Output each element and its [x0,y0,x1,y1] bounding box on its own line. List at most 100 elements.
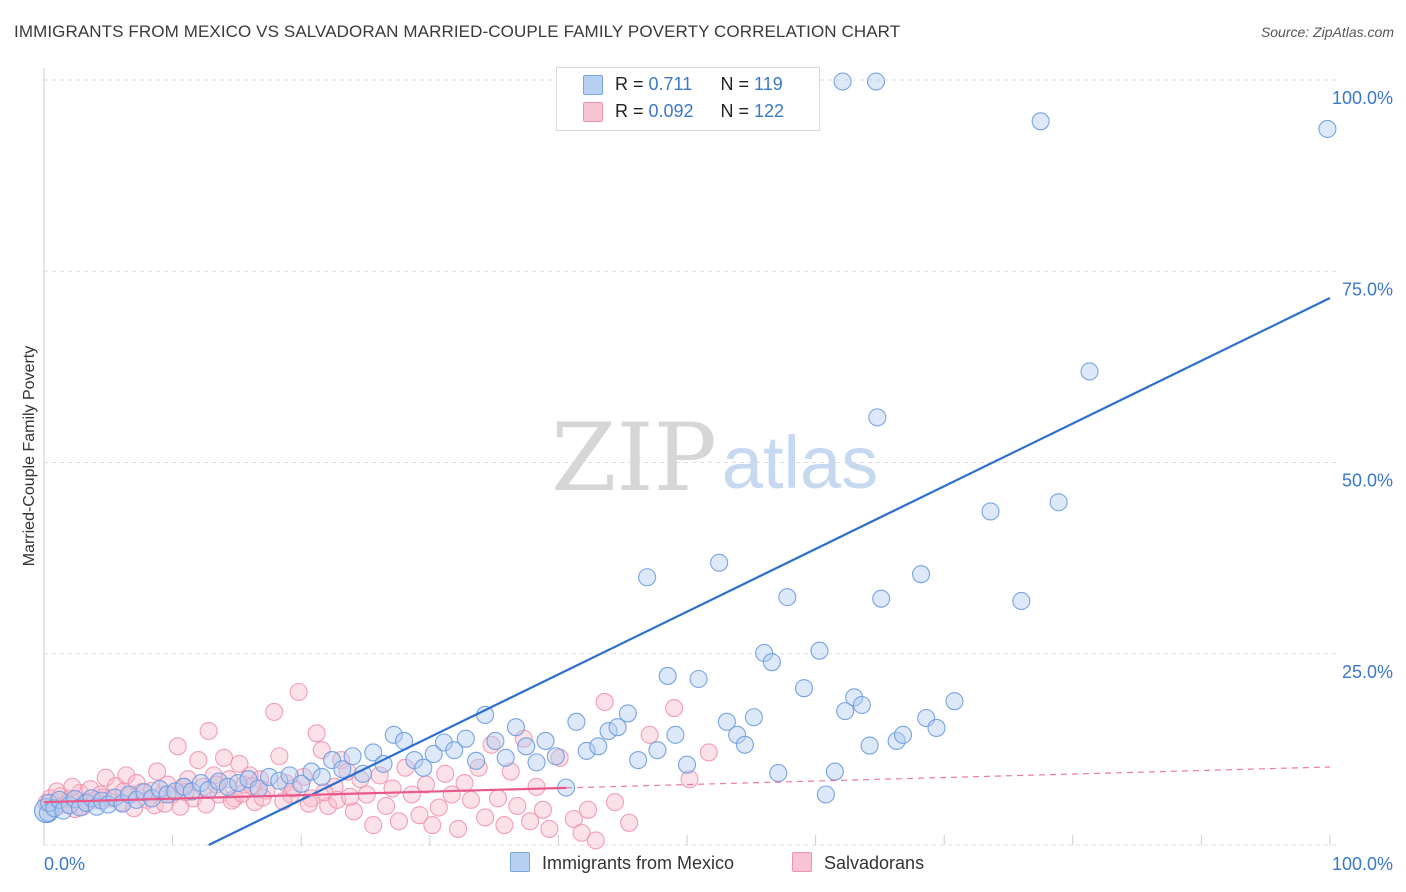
mexico-point [364,743,383,762]
salvadorans-point [586,831,605,850]
salvadorans-point [148,762,167,781]
bottom-legend-swatch-blue [510,852,530,872]
salvadorans-point [423,816,442,835]
salvadorans-point [595,692,614,711]
legend-row-mexico: R = 0.711 N = 119 [583,74,783,100]
mexico-point [384,725,403,744]
mexico-point [945,692,964,711]
salvadorans-point [341,787,360,806]
mexico-point [710,553,729,572]
mexico-point [852,695,871,715]
salvadorans-trend-line [43,786,567,804]
trend-lines [43,297,1331,846]
mexico-trend-line [208,297,1331,846]
mexico-point [762,653,781,672]
x-tick-label: 0.0% [44,854,85,874]
salvadorans-point [364,816,383,835]
mexico-point [414,758,433,777]
mexico-point [618,704,637,723]
mexico-point [658,666,677,685]
mexico-point [38,803,57,822]
mexico-point [810,641,829,660]
mexico-point [845,688,864,707]
salvadorans-point [253,788,272,807]
salvadorans-point [410,806,429,825]
mexico-point [424,744,443,764]
mexico-point [860,736,879,755]
mexico-point [191,773,210,793]
legend-r-value: 0.092 [648,101,694,121]
y-tick-label: 25.0% [1342,662,1393,682]
salvadorans-point [533,800,553,819]
y-tick-label: 50.0% [1342,471,1393,491]
mexico-point [833,72,852,91]
salvadorans-point [699,743,718,762]
legend-n-value: 122 [754,101,785,121]
legend-r-label: R = [615,101,649,121]
mexico-point [735,735,754,754]
salvadorans-point [572,823,591,842]
mexico-point [1012,591,1031,611]
salvadorans-point [488,789,508,808]
salvadorans-point [680,770,699,789]
mexico-point [536,731,555,751]
salvadorans-point [605,793,625,812]
mexico-point [506,718,526,737]
legend-n-label: N = [720,101,755,121]
x-tick-label: 100.0% [1332,854,1393,874]
mexico-point [589,737,608,756]
mexico-point [292,774,311,793]
salvadorans-point [299,794,318,813]
mexico-point [239,770,258,789]
salvadorans-point [449,819,468,838]
mexico-point [1031,112,1050,131]
source-label: Source: ZipAtlas.com [1260,24,1394,40]
mexico-point [567,712,586,731]
mexico-point [872,589,891,608]
correlation-legend: R = 0.711 N = 119 R = 0.092 N = 122 [556,67,820,131]
salvadorans-point [476,808,495,827]
mexico-point [868,408,887,427]
salvadorans-point [214,748,234,767]
salvadorans-point [289,682,308,702]
mexico-point [445,741,464,760]
salvadorans-point [81,780,100,799]
mexico-point [577,741,596,760]
mexico-point [608,718,627,737]
mexico-point [717,712,736,731]
mexico-point [209,772,228,791]
legend-swatch-blue [583,75,603,96]
mexico-point [312,767,331,786]
salvadorans-point [521,812,540,831]
mexico-point [728,725,747,744]
legend-n-label: N = [720,74,755,94]
salvadorans-point [344,802,363,821]
mexico-point [343,747,362,766]
salvadorans-point [461,790,481,809]
salvadorans-point [383,779,402,798]
salvadorans-point [620,813,639,832]
salvadorans-point [389,812,408,831]
mexico-point [666,725,685,744]
legend-swatch-pink [583,102,603,123]
salvadorans-point [319,796,338,816]
mexico-point [467,751,486,770]
mexico-point [323,751,342,770]
mexico-point [638,568,657,587]
salvadorans-point [265,702,284,721]
mexico-point [927,718,946,738]
salvadorans-point [377,796,396,816]
mexico-point [629,751,648,770]
mexico-point [755,643,774,663]
mexico-point [302,762,321,781]
mexico-point [1080,362,1099,381]
mexico-point [546,747,565,766]
bottom-legend-label: Salvadorans [824,853,925,873]
mexico-point [689,669,708,689]
y-tick-label: 75.0% [1342,279,1393,299]
salvadorans-point [168,737,187,756]
salvadorans-point [307,724,326,743]
mexico-point [744,708,763,727]
salvadorans-point [527,777,546,796]
